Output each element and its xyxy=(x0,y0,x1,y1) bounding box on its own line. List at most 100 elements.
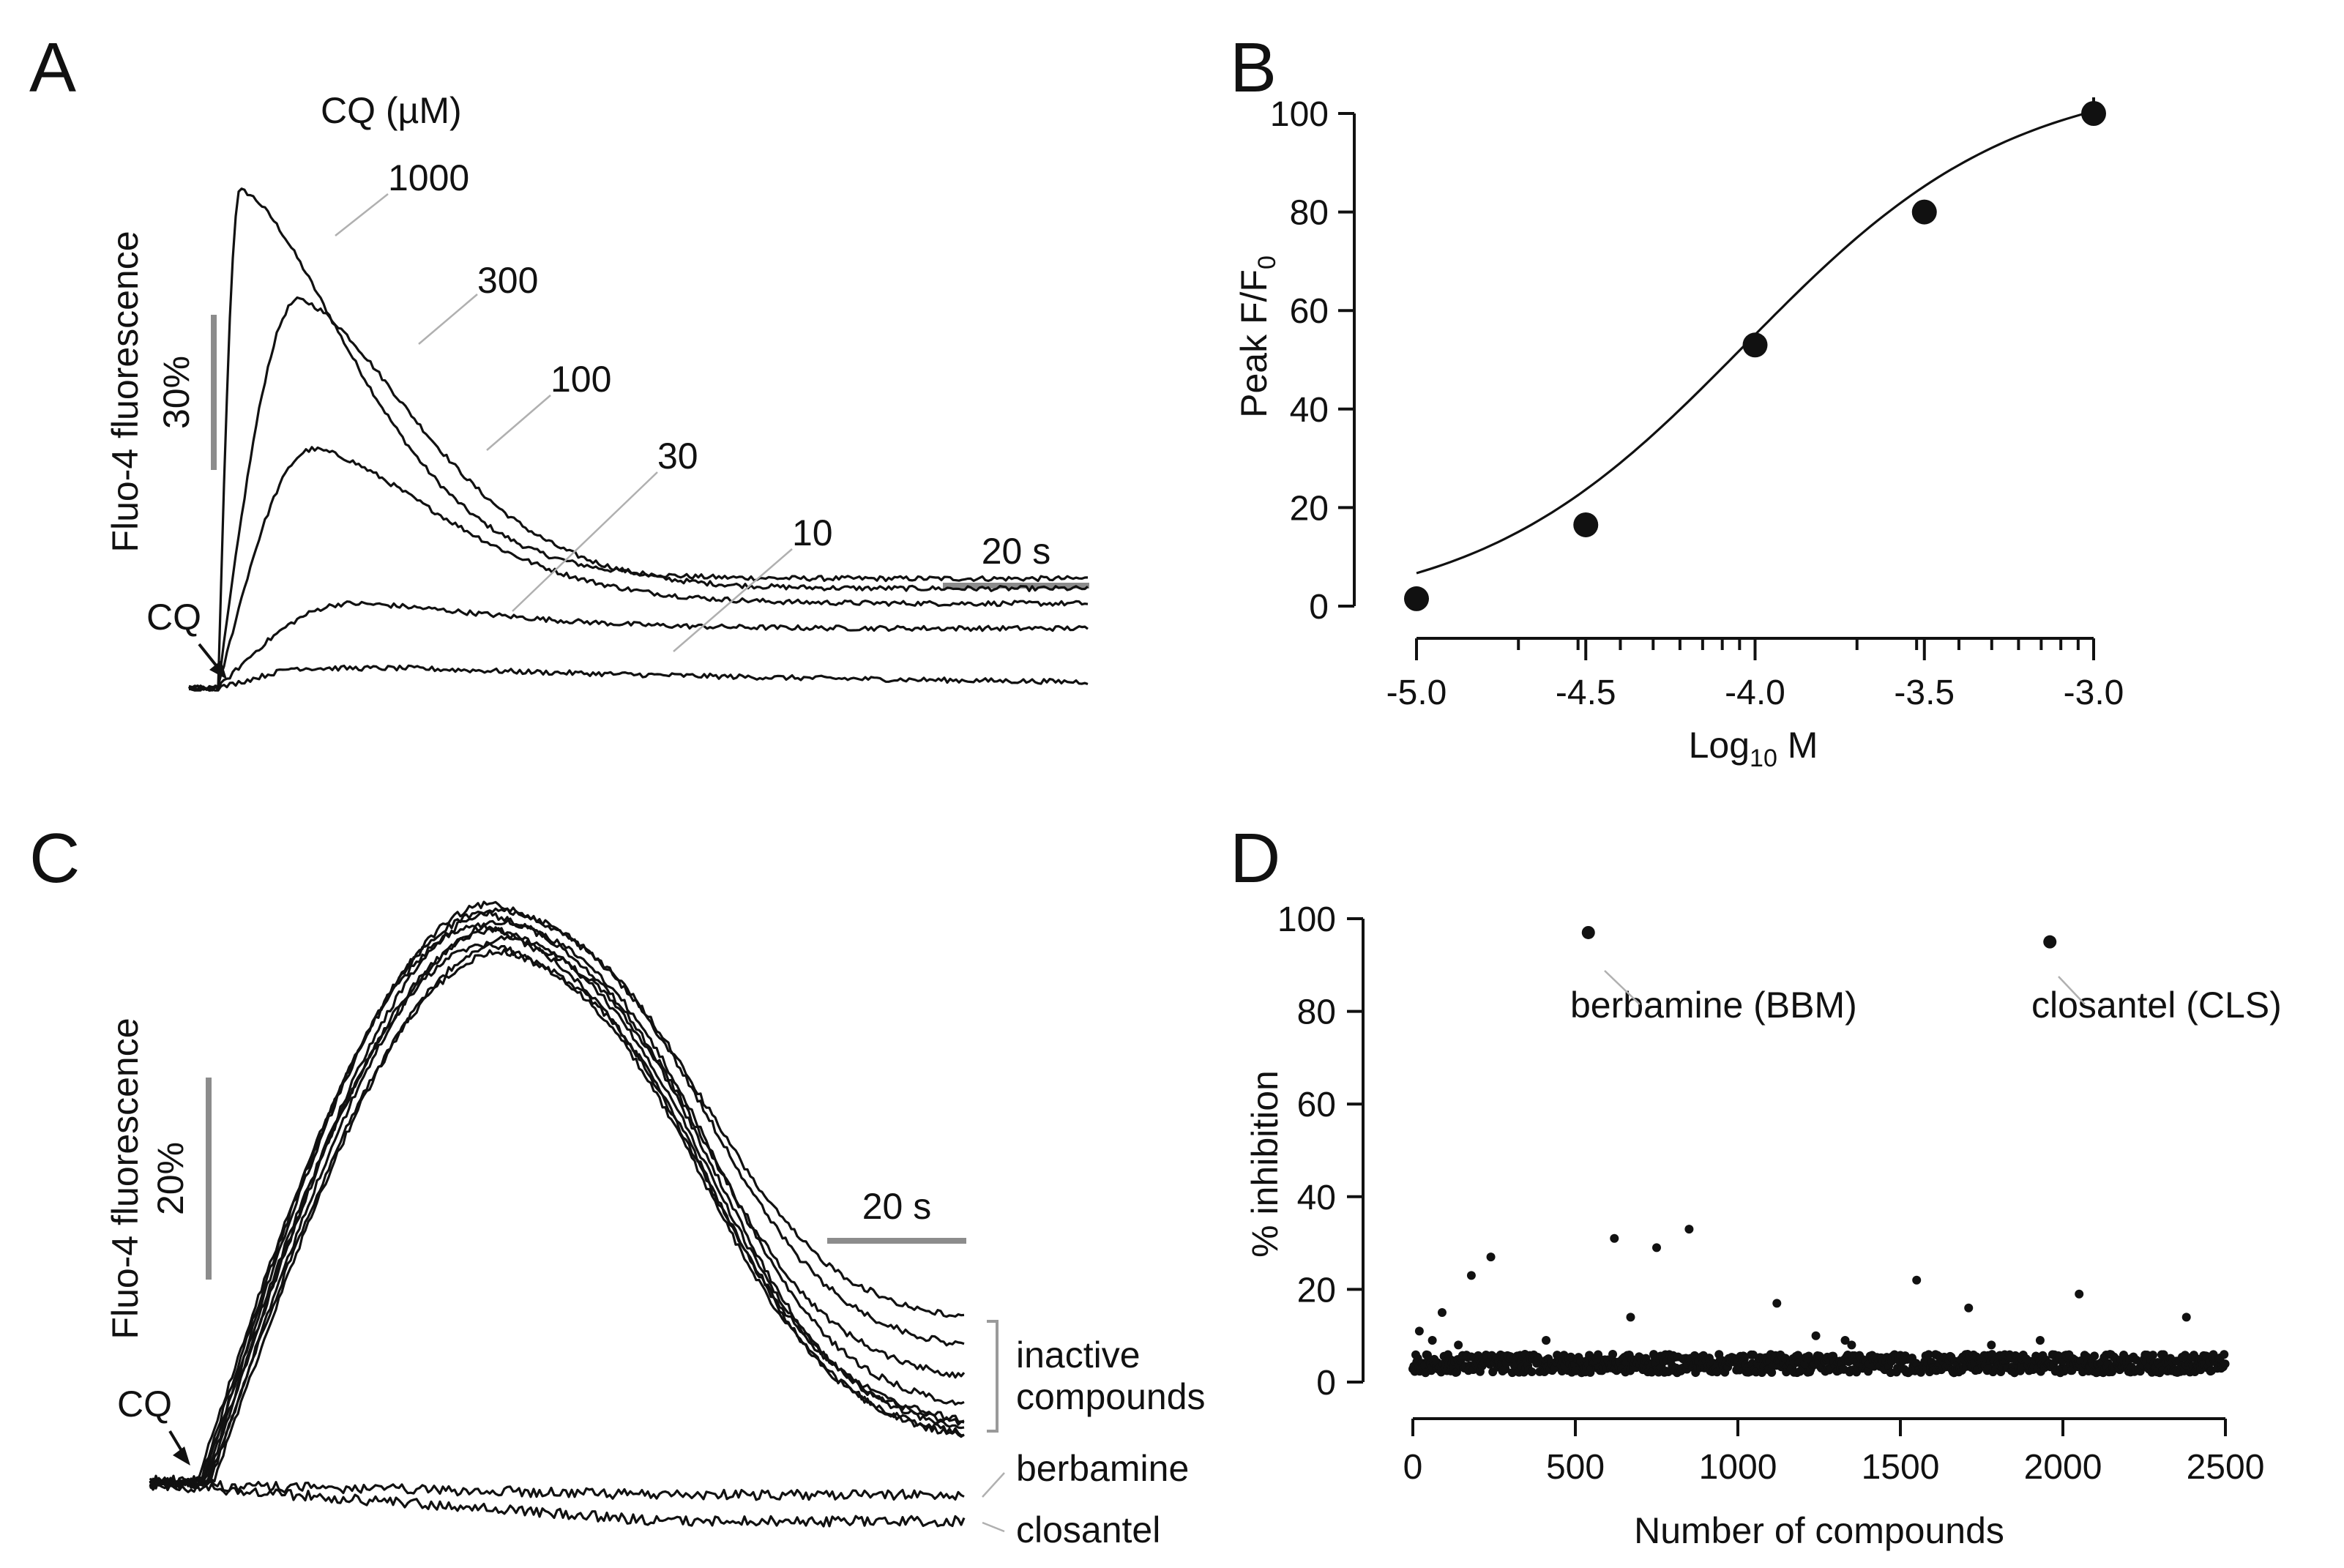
trace-label-1000: 1000 xyxy=(388,157,469,198)
panel-c-letter: C xyxy=(29,819,80,897)
trace-inactive-compound xyxy=(149,942,965,1490)
trace-inactive-compound xyxy=(149,917,965,1490)
panel-b-x-tick-label: -4.0 xyxy=(1725,673,1785,712)
panel-d-point xyxy=(1987,1340,1996,1350)
trace-inactive-compound xyxy=(149,935,965,1488)
panel-d-baseline-point xyxy=(1608,1350,1618,1359)
panel-b-point xyxy=(1911,199,1937,225)
panel-d-lead-bbm xyxy=(1604,970,1641,1005)
panel-c-berbamine-label: berbamine xyxy=(1016,1448,1189,1489)
panel-b-xlabel-unit: M xyxy=(1777,725,1818,766)
panel-d-x-tick-label: 2000 xyxy=(2024,1448,2102,1487)
panel-b-point xyxy=(1742,332,1768,358)
panel-d-point xyxy=(1912,1275,1922,1285)
trace-inactive-compound xyxy=(149,948,965,1489)
panel-a-cq-label: CQ xyxy=(146,597,201,638)
trace-cq-300 xyxy=(188,296,1089,692)
trace-closantel xyxy=(149,1479,966,1528)
panel-d-point xyxy=(1466,1271,1476,1280)
panel-b-xlabel: Log10 M xyxy=(1689,725,1818,772)
trace-inactive-compound xyxy=(149,909,966,1489)
panel-b-letter: B xyxy=(1230,29,1277,107)
panel-c-scale-y-label: 20% xyxy=(150,1142,191,1215)
panel-b-point xyxy=(1404,586,1429,611)
panel-b-x-tick-label: -3.0 xyxy=(2064,673,2124,712)
trace-lead-1000 xyxy=(335,193,389,236)
panel-d-baseline-point xyxy=(2148,1351,2157,1360)
panel-d-x-tick-label: 1000 xyxy=(1699,1448,1777,1487)
panel-d-baseline-point xyxy=(2220,1350,2229,1359)
panel-b-x-tick-label: -3.5 xyxy=(1894,673,1955,712)
panel-b-xlabel-main: Log xyxy=(1689,725,1750,766)
trace-berbamine xyxy=(149,1479,965,1501)
panel-b-y-tick-label: 20 xyxy=(1290,489,1329,528)
panel-b-y-tick-label: 100 xyxy=(1270,95,1329,134)
panel-d-baseline-point xyxy=(1800,1359,1810,1369)
panel-b-point xyxy=(2081,101,2106,126)
panel-d-baseline-point xyxy=(1452,1367,1461,1377)
panel-c: C Fluo-4 fluorescence 20% 20 s CQ inacti… xyxy=(29,819,1206,1550)
trace-inactive-compound xyxy=(149,922,965,1488)
panel-d-x-tick-label: 2500 xyxy=(2187,1448,2265,1487)
panel-b-xlabel-sub: 10 xyxy=(1750,744,1777,772)
panel-c-group-label-1: inactive xyxy=(1016,1334,1141,1375)
trace-label-100: 100 xyxy=(550,359,611,400)
panel-b-axes xyxy=(1338,112,2095,660)
panel-d-point xyxy=(2075,1289,2084,1299)
panel-b-ylabel-main: Peak F/F xyxy=(1233,269,1274,418)
panel-d-point xyxy=(1427,1336,1437,1345)
trace-cq-10 xyxy=(187,664,1089,692)
panel-d-point xyxy=(2043,935,2057,949)
panel-b-ylabel: Peak F/F0 xyxy=(1233,255,1281,418)
panel-d-annotation-cls: closantel (CLS) xyxy=(2031,985,2282,1026)
panel-d-point xyxy=(1626,1313,1635,1322)
panel-d-ylabel: % inhibition xyxy=(1244,1070,1285,1258)
panel-d-y-tick-label: 60 xyxy=(1297,1086,1336,1124)
panel-d-point xyxy=(1847,1340,1856,1350)
panel-d-annotation-bbm: berbamine (BBM) xyxy=(1570,985,1857,1026)
panel-d-baseline-point xyxy=(2090,1351,2099,1361)
panel-c-traces xyxy=(149,900,966,1528)
panel-d-lead-cls xyxy=(2058,976,2086,1005)
panel-d-point xyxy=(1581,925,1595,939)
panel-d-y-tick-label: 100 xyxy=(1277,900,1336,939)
trace-inactive-compound xyxy=(149,907,965,1490)
panel-b-point xyxy=(1573,512,1599,537)
panel-d-baseline-band xyxy=(1408,1350,2230,1378)
panel-d-baseline-point xyxy=(1924,1350,1933,1359)
panel-d-x-tick-label: 500 xyxy=(1546,1448,1605,1487)
panel-b-x-tick-label: -5.0 xyxy=(1386,673,1447,712)
panel-d-point xyxy=(2035,1336,2045,1345)
panel-b-tick-labels: 0 20 40 60 80 100 -5.0 -4.5 -4.0 -3.5 -3.0 xyxy=(1270,95,2124,712)
panel-b-y-tick-label: 40 xyxy=(1290,391,1329,430)
trace-lead-30 xyxy=(512,471,658,612)
panel-a-legend-title: CQ (µM) xyxy=(321,90,462,131)
trace-label-300: 300 xyxy=(477,260,538,301)
trace-inactive-compound xyxy=(149,926,965,1488)
panel-b-ylabel-sub: 0 xyxy=(1253,255,1281,269)
trace-inactive-compound xyxy=(149,900,965,1487)
panel-d-baseline-point xyxy=(1585,1351,1594,1360)
panel-d-point xyxy=(1684,1225,1694,1234)
panel-d-baseline-point xyxy=(1527,1367,1537,1377)
panel-d-x-tick-label: 1500 xyxy=(1862,1448,1940,1487)
panel-b-y-tick-label: 60 xyxy=(1290,292,1329,331)
trace-lead-300 xyxy=(418,294,478,345)
panel-d-point xyxy=(1964,1303,1974,1313)
panel-d-point xyxy=(1652,1243,1661,1252)
panel-d-xlabel: Number of compounds xyxy=(1634,1510,2004,1551)
panel-c-closantel-label: closantel xyxy=(1016,1509,1160,1550)
panel-d-baseline-point xyxy=(2220,1359,2230,1369)
trace-cq-100 xyxy=(188,446,1089,692)
panel-a-trace-labels: 1000 300 100 30 10 xyxy=(335,157,833,652)
panel-d-y-tick-label: 20 xyxy=(1297,1271,1336,1310)
panel-b-y-tick-label: 0 xyxy=(1309,588,1329,627)
trace-lead-100 xyxy=(486,395,551,451)
panel-d-x-tick-label: 0 xyxy=(1403,1448,1423,1487)
panel-d-letter: D xyxy=(1230,819,1280,897)
panel-d-axes xyxy=(1347,917,2227,1436)
trace-label-10: 10 xyxy=(792,512,833,553)
trace-label-30: 30 xyxy=(657,436,698,477)
